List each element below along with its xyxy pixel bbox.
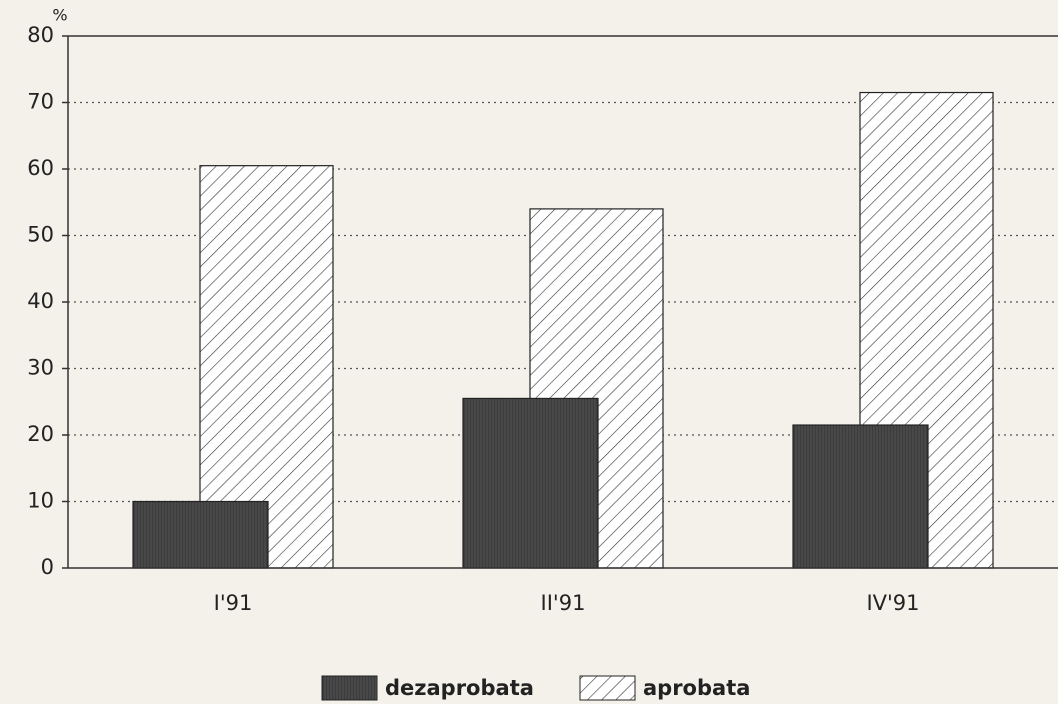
bar: [462, 397, 599, 569]
legend-swatch: [321, 675, 378, 701]
y-tick-label: 30: [27, 356, 54, 380]
x-tick-label: IV'91: [866, 591, 919, 615]
y-tick-label: 40: [27, 289, 54, 313]
y-tick-label: 80: [27, 23, 54, 47]
y-tick-label: 20: [27, 422, 54, 446]
y-axis-label: %: [52, 6, 67, 25]
y-tick-label: 10: [27, 489, 54, 513]
y-tick-label: 60: [27, 156, 54, 180]
bar: [792, 424, 929, 569]
y-tick-label: 70: [27, 90, 54, 114]
legend-label: dezaprobata: [385, 676, 534, 700]
legend-swatch: [579, 675, 636, 701]
y-tick-label: 50: [27, 223, 54, 247]
legend-label: aprobata: [643, 676, 750, 700]
x-tick-label: I'91: [214, 591, 253, 615]
x-tick-label: II'91: [541, 591, 586, 615]
bar: [132, 500, 269, 569]
y-tick-label: 0: [41, 555, 54, 579]
